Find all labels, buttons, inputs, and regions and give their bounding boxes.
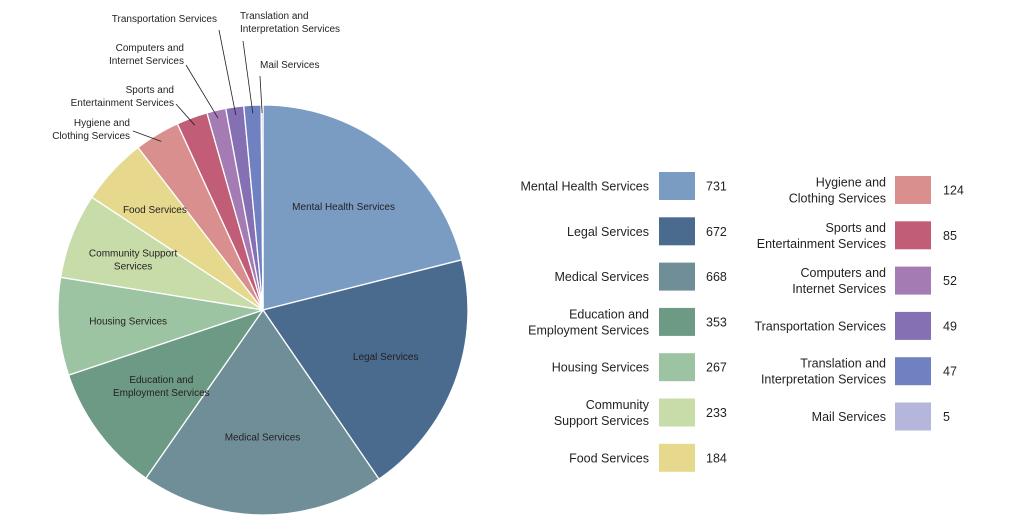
legend-item-sports-and-entertainment-services: Sports and Entertainment Services 85 <box>757 221 957 251</box>
legend-swatch <box>659 307 695 336</box>
slice-label-education-and-employment-services: Education and Employment Services <box>113 375 210 399</box>
legend-value: 47 <box>943 365 957 379</box>
legend-value: 5 <box>943 410 950 424</box>
legend-label: Sports and Entertainment Services <box>757 221 886 251</box>
slice-label-hygiene-and-clothing-services: Hygiene and Clothing Services <box>52 118 130 142</box>
legend-item-medical-services: Medical Services 668 <box>555 262 727 291</box>
legend-value: 353 <box>706 315 727 329</box>
legend-label: Community Support Services <box>554 398 650 428</box>
slice-label-food-services: Food Services <box>123 205 187 216</box>
legend-swatch <box>895 311 931 340</box>
legend-swatch <box>895 402 931 431</box>
leader-line-mail-services <box>259 75 263 114</box>
slice-label-housing-services: Housing Services <box>89 317 167 328</box>
pie-slice-legal-services <box>261 259 469 480</box>
legend-value: 85 <box>943 229 957 243</box>
legend-label: Food Services <box>569 451 649 465</box>
legend-swatch <box>895 357 931 386</box>
legend-swatch <box>659 398 695 427</box>
pie-slice-mental-health-services <box>262 104 463 311</box>
legend-label: Mail Services <box>812 410 886 424</box>
legend-swatch <box>895 176 931 204</box>
legend-value: 672 <box>706 225 727 239</box>
leader-line-computers-and-internet-services <box>185 64 219 119</box>
legend-value: 668 <box>706 270 727 284</box>
legend-label: Translation and Interpretation Services <box>761 357 886 387</box>
legend-value: 124 <box>943 184 964 198</box>
pie-slice-education-and-employment-services <box>67 308 265 480</box>
legend-label: Computers and Internet Services <box>792 266 886 296</box>
legend-swatch <box>659 443 695 472</box>
slice-label-medical-services: Medical Services <box>225 433 301 444</box>
legend-label: Education and Employment Services <box>528 307 649 337</box>
slice-label-transportation-services: Transportation Services <box>112 14 217 25</box>
legend-swatch <box>659 262 695 291</box>
legend-value: 52 <box>943 274 957 288</box>
legend-swatch <box>659 172 695 200</box>
leader-line-hygiene-and-clothing-services <box>132 130 162 142</box>
legend-item-housing-services: Housing Services 267 <box>552 353 727 382</box>
legend-item-mental-health-services: Mental Health Services 731 <box>520 172 727 200</box>
legend: Mental Health Services 731 Legal Services 6… <box>520 172 964 472</box>
pie-slices <box>57 104 469 516</box>
legend-value: 49 <box>943 319 957 333</box>
legend-label: Medical Services <box>555 270 649 284</box>
legend-item-translation-and-interpretation-services: Translation and Interpretation Services 47 <box>761 357 957 387</box>
legend-item-food-services: Food Services 184 <box>569 443 727 472</box>
legend-label: Legal Services <box>567 225 649 239</box>
legend-item-mail-services: Mail Services 5 <box>812 402 950 431</box>
slice-label-computers-and-internet-services: Computers and Internet Services <box>109 43 184 67</box>
legend-value: 731 <box>706 180 727 194</box>
leader-line-sports-and-entertainment-services <box>175 103 195 126</box>
legend-value: 184 <box>706 451 727 465</box>
legend-swatch <box>895 266 931 295</box>
legend-item-legal-services: Legal Services 672 <box>567 217 727 246</box>
legend-swatch <box>659 353 695 382</box>
legend-label: Mental Health Services <box>520 180 649 194</box>
slice-label-legal-services: Legal Services <box>353 352 419 363</box>
legend-swatch <box>895 221 931 250</box>
slice-label-sports-and-entertainment-services: Sports and Entertainment Services <box>71 85 174 109</box>
legend-item-transportation-services: Transportation Services 49 <box>754 311 957 340</box>
legend-item-community-support-services: Community Support Services 233 <box>554 398 727 428</box>
legend-item-hygiene-and-clothing-services: Hygiene and Clothing Services 124 <box>789 176 964 206</box>
slice-label-translation-and-interpretation-services: Translation and Interpretation Services <box>240 11 340 35</box>
leader-line-transportation-services <box>218 29 237 115</box>
slice-label-community-support-services: Community Support Services <box>89 248 178 272</box>
slice-label-mail-services: Mail Services <box>260 60 319 71</box>
leader-line-translation-and-interpretation-services <box>242 40 254 114</box>
pie-slice-medical-services <box>144 308 380 516</box>
legend-item-education-and-employment-services: Education and Employment Services 353 <box>528 307 727 337</box>
legend-label: Transportation Services <box>754 319 886 333</box>
legend-label: Housing Services <box>552 361 649 375</box>
legend-value: 267 <box>706 361 727 375</box>
slice-labels: Mental Health Services Legal Services Medi… <box>52 11 418 444</box>
pie-slice-mail-services <box>260 104 264 311</box>
legend-item-computers-and-internet-services: Computers and Internet Services 52 <box>792 266 957 296</box>
leader-lines <box>132 29 263 142</box>
legend-value: 233 <box>706 406 727 420</box>
slice-label-mental-health-services: Mental Health Services <box>292 202 395 213</box>
legend-swatch <box>659 217 695 246</box>
legend-label: Hygiene and Clothing Services <box>789 176 886 206</box>
